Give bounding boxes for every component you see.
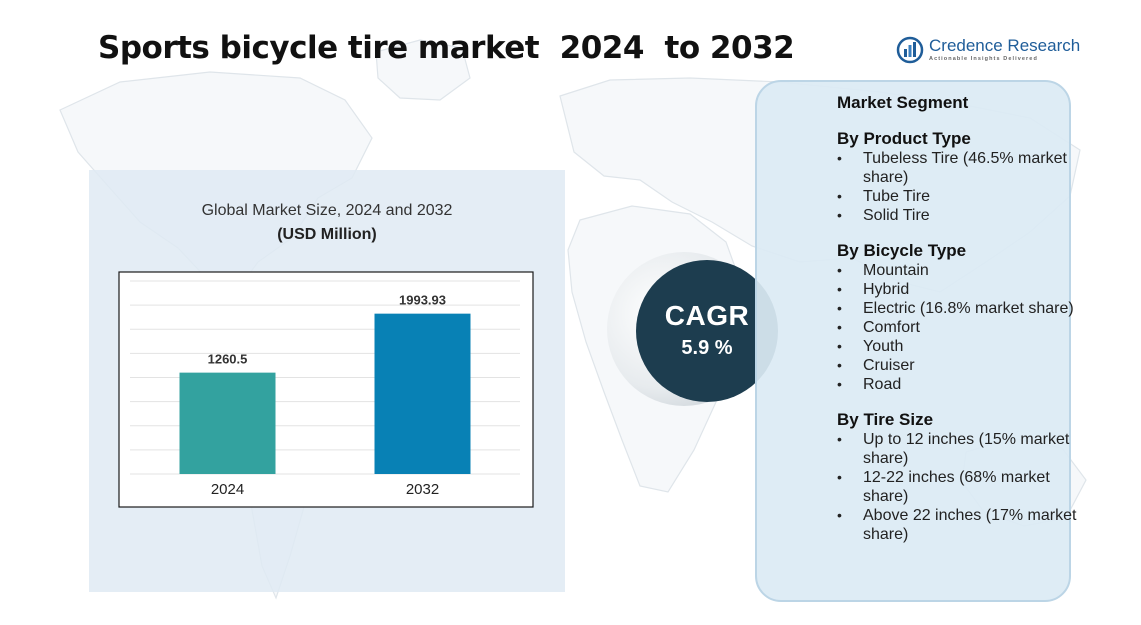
- bar-2024: [179, 372, 276, 474]
- tick-label-2032: 2032: [406, 481, 439, 498]
- segment-item: Above 22 inches (17% market share): [837, 506, 1077, 544]
- segment-item: Solid Tire: [837, 206, 1077, 225]
- segment-item: Cruiser: [837, 356, 1077, 375]
- segment-group-tire-size: By Tire Size: [837, 410, 934, 429]
- cagr-label: CAGR: [664, 300, 750, 331]
- chart-title: Global Market Size, 2024 and 2032: [201, 202, 453, 219]
- segment-heading: Market Segment: [837, 93, 969, 112]
- segment-item: Youth: [837, 337, 1077, 356]
- chart-unit: (USD Million): [277, 226, 377, 243]
- logo-chart-icon: [896, 36, 924, 64]
- product-type-list: Tubeless Tire (46.5% market share) Tube …: [837, 149, 1077, 225]
- segment-item: Tube Tire: [837, 187, 1077, 206]
- segment-item: Up to 12 inches (15% market share): [837, 430, 1077, 468]
- tire-size-list: Up to 12 inches (15% market share) 12-22…: [837, 430, 1077, 544]
- credence-research-logo: Credence Research Actionable Insights De…: [896, 36, 1086, 68]
- segment-item: Road: [837, 375, 1077, 394]
- bar-2032: [374, 313, 471, 474]
- logo-name: Credence Research: [929, 36, 1081, 55]
- segment-item: Comfort: [837, 318, 1077, 337]
- segment-item: 12-22 inches (68% market share): [837, 468, 1077, 506]
- segment-item: Tubeless Tire (46.5% market share): [837, 149, 1077, 187]
- segment-group-product-type: By Product Type: [837, 129, 971, 148]
- data-label-2024: 1260.5: [208, 352, 248, 367]
- page-title: Sports bicycle tire market 2024 to 2032: [98, 30, 795, 66]
- tick-label-2024: 2024: [211, 481, 244, 498]
- bicycle-type-list: Mountain Hybrid Electric (16.8% market s…: [837, 261, 1077, 394]
- segment-group-bicycle-type: By Bicycle Type: [837, 241, 967, 260]
- data-label-2032: 1993.93: [399, 293, 446, 308]
- segment-item: Mountain: [837, 261, 1077, 280]
- segment-item: Electric (16.8% market share): [837, 299, 1077, 318]
- market-segment-content: Market Segment By Product Type Tubeless …: [837, 93, 1077, 560]
- market-size-panel: Global Market Size, 2024 and 2032 (USD M…: [89, 170, 565, 592]
- logo-tagline: Actionable Insights Delivered: [929, 56, 1038, 62]
- segment-item: Hybrid: [837, 280, 1077, 299]
- cagr-badge: CAGR 5.9 %: [636, 260, 778, 402]
- market-size-bar-chart: 1260.5 2024 1993.93 2032: [118, 271, 534, 508]
- cagr-value: 5.9 %: [681, 337, 733, 359]
